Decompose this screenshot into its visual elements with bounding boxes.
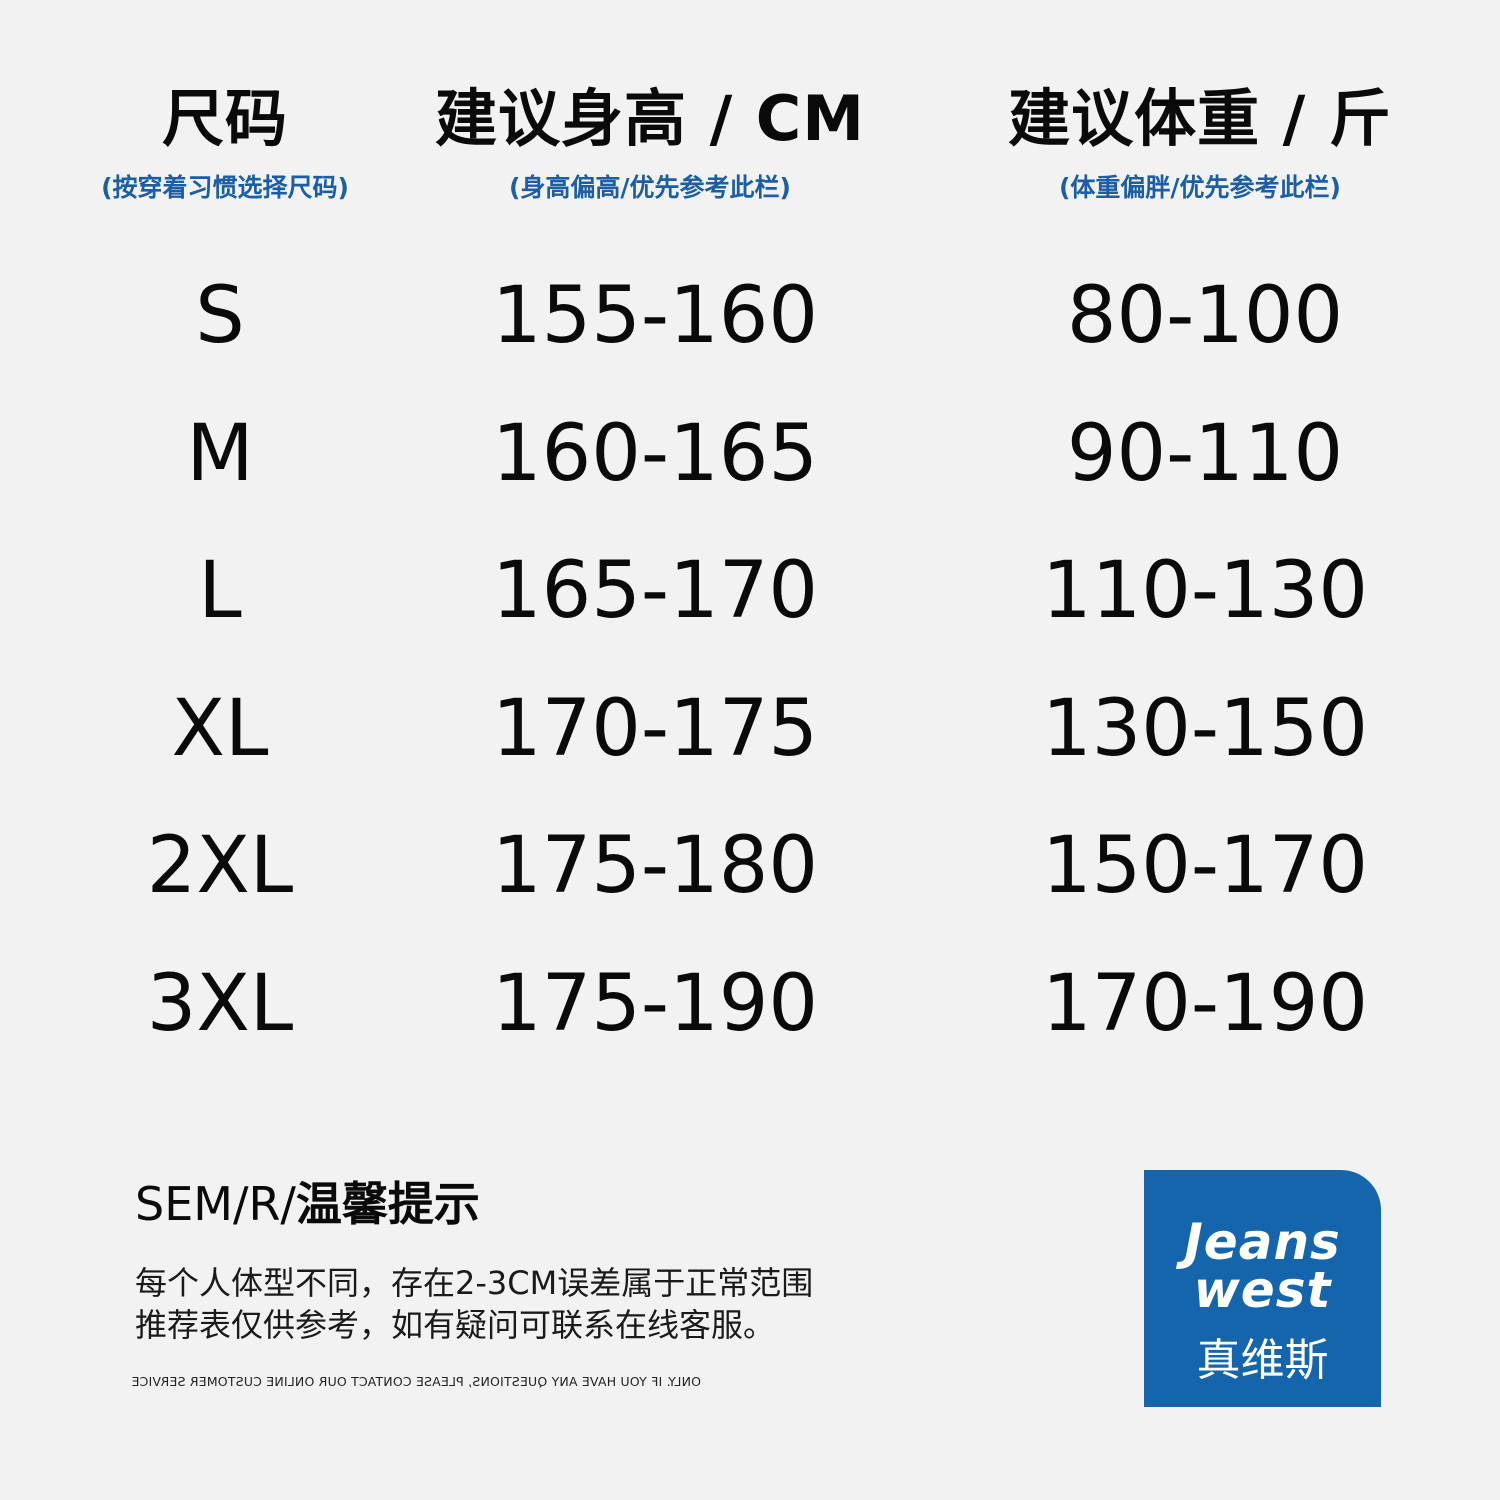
tip-heading: 温馨提示 — [295, 1177, 480, 1231]
cell-size: 2XL — [146, 821, 294, 911]
cell-weight: 90-110 — [1066, 408, 1344, 499]
cell-size: M — [186, 408, 254, 499]
brand-logo: Jeans west 真维斯 — [1144, 1170, 1381, 1407]
mirrored-note: ONLY. IF YOU HAVE ANY QUESTIONS, PLEASE … — [131, 1374, 701, 1389]
header-subtitle: (身高偏高/优先参考此栏) — [509, 173, 791, 202]
cell-size: XL — [171, 683, 269, 774]
cell-weight: 150-170 — [1042, 821, 1368, 911]
header-title: 建议体重 / 斤 — [1008, 82, 1392, 155]
cell-weight: 170-190 — [1042, 958, 1368, 1049]
table-row: L 165-170 110-130 — [0, 541, 1500, 641]
logo-text-2: west — [1193, 1261, 1332, 1319]
header-weight: 建议体重 / 斤 (体重偏胖/优先参考此栏) — [980, 84, 1420, 204]
header-title: 尺码 — [161, 82, 288, 155]
cell-weight: 130-150 — [1042, 683, 1368, 774]
table-row: XL 170-175 130-150 — [0, 679, 1500, 779]
cell-height: 175-190 — [492, 958, 818, 1049]
tip-title: SEM/R/温馨提示 — [135, 1168, 480, 1234]
table-row: 2XL 175-180 150-170 — [0, 816, 1500, 916]
header-height: 建议身高 / CM (身高偏高/优先参考此栏) — [420, 84, 880, 204]
cell-size: L — [198, 546, 242, 636]
header-subtitle: (按穿着习惯选择尺码) — [101, 173, 349, 202]
tip-prefix: SEM/R/ — [135, 1177, 296, 1231]
cell-weight: 110-130 — [1042, 546, 1368, 636]
logo-text-1: Jeans — [1184, 1213, 1341, 1271]
header-size: 尺码 (按穿着习惯选择尺码) — [60, 84, 390, 204]
header-title: 建议身高 / CM — [434, 82, 865, 155]
cell-height: 165-170 — [492, 546, 818, 636]
cell-height: 170-175 — [492, 683, 818, 774]
cell-height: 160-165 — [492, 408, 818, 499]
table-row: M 160-165 90-110 — [0, 404, 1500, 504]
tip-line-1: 每个人体型不同，存在2-3CM误差属于正常范围 — [135, 1264, 814, 1302]
table-row: 3XL 175-190 170-190 — [0, 954, 1500, 1054]
cell-height: 155-160 — [492, 271, 818, 361]
cell-height: 175-180 — [492, 821, 818, 911]
cell-size: S — [195, 271, 245, 361]
logo-text-cn: 真维斯 — [1196, 1335, 1329, 1386]
header-subtitle: (体重偏胖/优先参考此栏) — [1059, 173, 1341, 202]
cell-weight: 80-100 — [1066, 271, 1344, 361]
tip-line-2: 推荐表仅供参考，如有疑问可联系在线客服。 — [135, 1306, 776, 1344]
table-row: S 155-160 80-100 — [0, 266, 1500, 366]
cell-size: 3XL — [146, 958, 294, 1049]
